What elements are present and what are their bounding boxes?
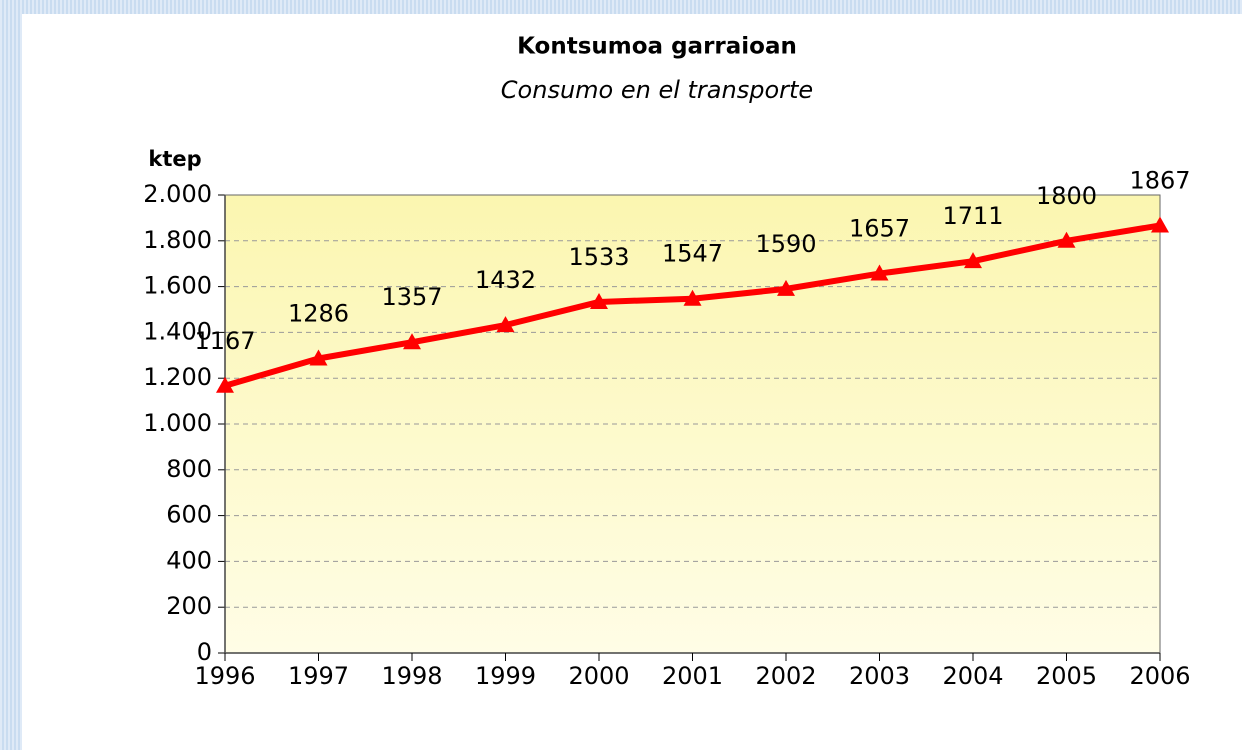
x-tick-label: 1999 <box>475 662 536 690</box>
marker <box>403 333 421 350</box>
marker <box>590 292 608 309</box>
y-tick-label: 1.200 <box>143 363 212 391</box>
x-tick-label: 2005 <box>1036 662 1097 690</box>
data-label: 1711 <box>942 202 1003 230</box>
marker <box>777 279 795 296</box>
y-tick-label: 1.000 <box>143 409 212 437</box>
y-tick-label: 200 <box>166 592 212 620</box>
marker <box>309 349 328 366</box>
data-label: 1547 <box>662 240 723 268</box>
y-tick-label: 1.600 <box>143 272 212 300</box>
data-label: 1800 <box>1036 182 1097 210</box>
x-tick-label: 2000 <box>568 662 629 690</box>
x-tick-label: 2003 <box>849 662 910 690</box>
chart-title: Kontsumoa garraioan <box>517 34 797 60</box>
x-tick-label: 2002 <box>755 662 816 690</box>
data-label: 1286 <box>288 300 349 328</box>
marker <box>1057 231 1076 248</box>
x-tick-label: 1998 <box>381 662 442 690</box>
marker <box>216 376 234 393</box>
y-tick-label: 1.800 <box>143 226 212 254</box>
data-label: 1867 <box>1129 166 1190 194</box>
x-tick-label: 2006 <box>1129 662 1190 690</box>
marker <box>683 289 702 306</box>
y-tick-label: 600 <box>166 501 212 529</box>
y-tick-label: 800 <box>166 455 212 483</box>
data-label: 1590 <box>755 230 816 258</box>
marker <box>964 252 982 269</box>
marker <box>1151 216 1169 233</box>
x-tick-label: 1997 <box>288 662 349 690</box>
data-label: 1657 <box>849 215 910 243</box>
x-tick-label: 2001 <box>662 662 723 690</box>
y-axis-label: ktep <box>148 147 201 171</box>
chart-subtitle: Consumo en el transporte <box>501 76 813 104</box>
y-tick-label: 0 <box>197 638 212 666</box>
data-label: 1432 <box>475 266 536 294</box>
y-tick-label: 400 <box>166 546 212 574</box>
y-tick-label: 1.400 <box>143 317 212 345</box>
x-tick-label: 1996 <box>194 662 255 690</box>
data-label: 1533 <box>568 243 629 271</box>
data-label: 1357 <box>381 283 442 311</box>
data-label: 1167 <box>194 327 255 355</box>
marker <box>870 264 889 281</box>
marker <box>496 316 515 333</box>
y-tick-label: 2.000 <box>143 180 212 208</box>
x-tick-label: 2004 <box>942 662 1003 690</box>
